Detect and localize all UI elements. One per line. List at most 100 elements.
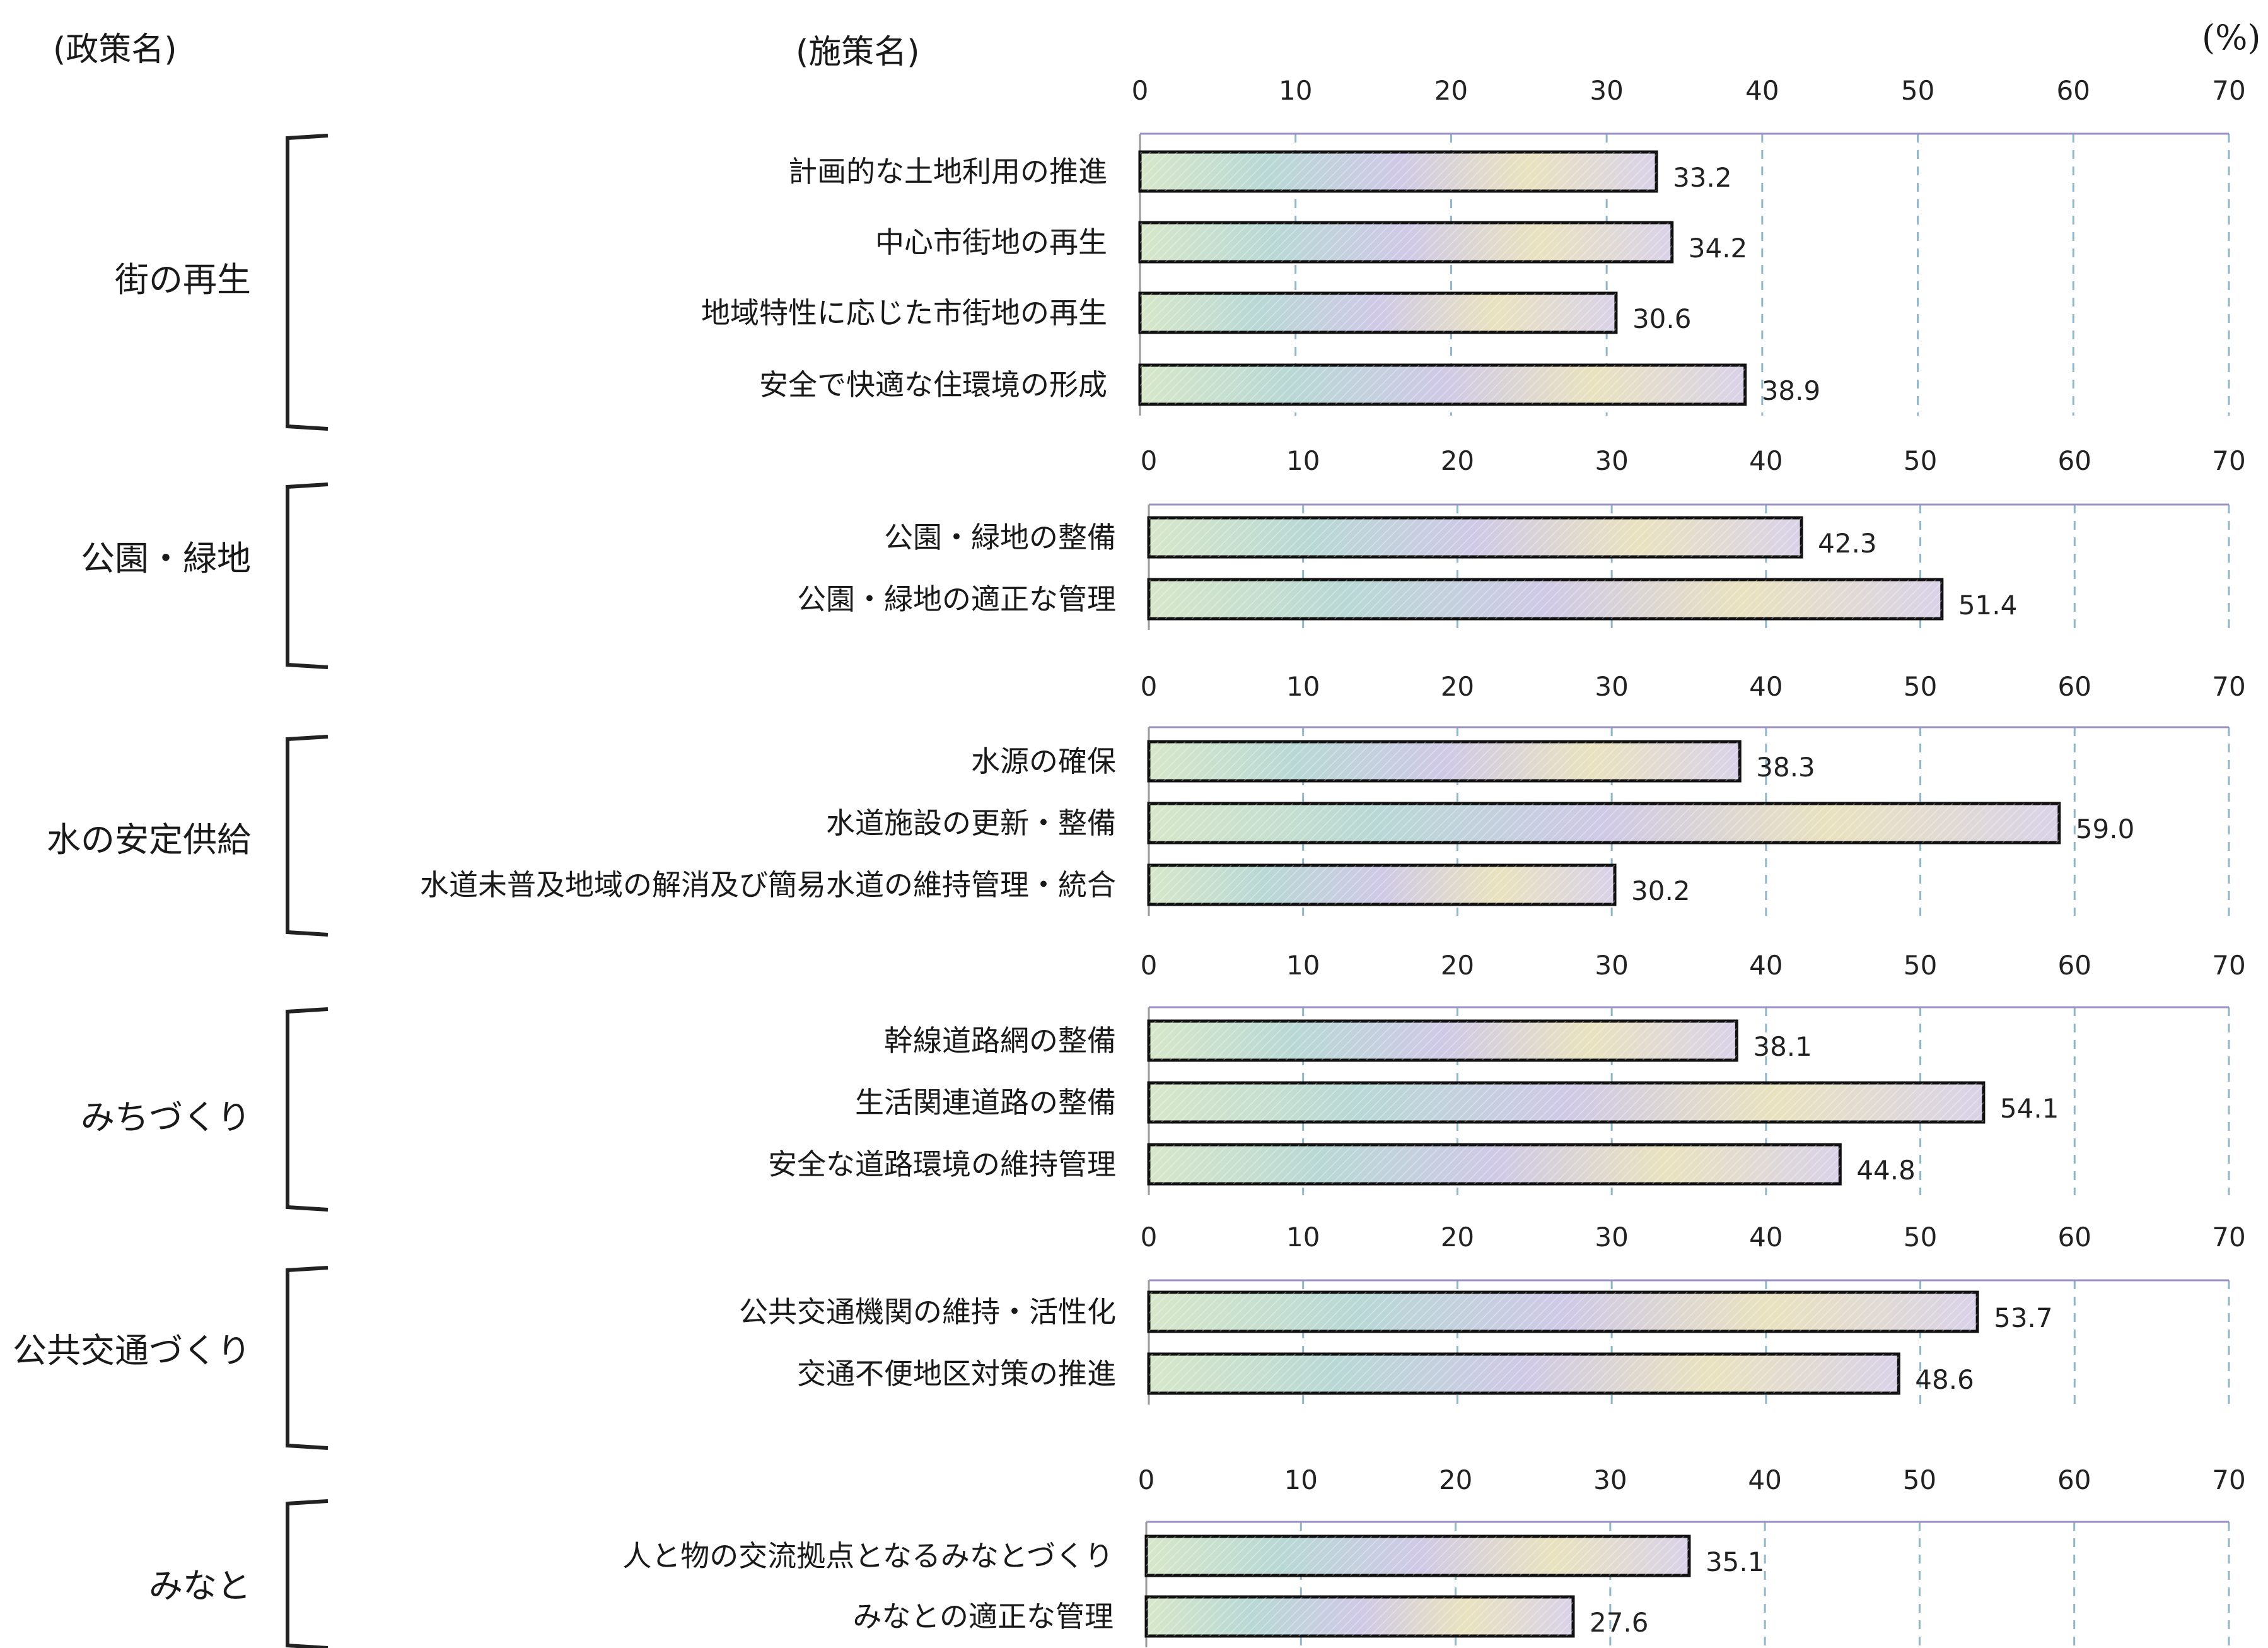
data-label: 42.3: [1818, 528, 1877, 559]
bar-hatch: [1149, 1145, 1841, 1184]
bar-hatch: [1149, 580, 1942, 619]
tick-label: 60: [2058, 950, 2091, 981]
tick-label: 30: [1590, 75, 1623, 106]
data-label: 48.6: [1915, 1364, 1974, 1395]
bar-hatch: [1149, 1292, 1978, 1331]
group-bracket: [286, 1007, 329, 1212]
tick-label: 40: [1749, 445, 1782, 476]
measure-label: 水道施設の更新・整備: [826, 806, 1116, 840]
bar-hatch: [1149, 1083, 1984, 1122]
tick-label: 10: [1286, 445, 1320, 476]
tick-label: 0: [1141, 950, 1158, 981]
bar-hatch: [1149, 1021, 1737, 1060]
tick-label: 40: [1749, 950, 1782, 981]
panel-0: 0 10 20 30 40 50 60 70 33.2 計画的な土地利用の推進 34.2 中心市街地の…: [115, 75, 2246, 431]
policy-label: 公共交通づくり: [13, 1331, 251, 1370]
tick-label: 0: [1141, 671, 1158, 702]
tick-label: 20: [1441, 445, 1474, 476]
data-label: 59.0: [2076, 814, 2135, 844]
measure-label: 幹線道路網の整備: [884, 1024, 1116, 1058]
panel-2: 0 10 20 30 40 50 60 70 38.3 水源の確保 59.0 水道施設の更新・整備 30…: [47, 671, 2246, 937]
tick-label: 10: [1284, 1464, 1318, 1495]
tick-label: 40: [1749, 671, 1782, 702]
tick-label: 20: [1439, 1464, 1472, 1495]
data-label: 38.9: [1762, 375, 1821, 406]
tick-label: 30: [1595, 671, 1628, 702]
measure-label: 安全な道路環境の維持管理: [768, 1147, 1116, 1181]
measure-label: 水源の確保: [971, 744, 1116, 778]
policy-label: みちづくり: [81, 1097, 251, 1137]
tick-label: 40: [1748, 1464, 1781, 1495]
tick-label: 30: [1595, 445, 1628, 476]
tick-label: 70: [2212, 671, 2245, 702]
tick-label: 30: [1595, 950, 1628, 981]
tick-label: 50: [1904, 445, 1937, 476]
bar-hatch: [1140, 152, 1657, 191]
bar-hatch: [1149, 742, 1740, 781]
group-bracket: [286, 482, 329, 669]
panel-4: 0 10 20 30 40 50 60 70 53.7 公共交通機関の維持・活性化 48.6 交通不便…: [13, 1222, 2246, 1450]
measure-label: 公園・緑地の適正な管理: [797, 582, 1116, 616]
tick-label: 0: [1141, 1222, 1158, 1253]
bar-hatch: [1146, 1597, 1573, 1636]
bar-hatch: [1146, 1536, 1689, 1575]
data-label: 54.1: [2000, 1093, 2059, 1124]
tick-label: 50: [1904, 671, 1937, 702]
measure-label: 安全で快適な住環境の形成: [759, 368, 1107, 402]
group-bracket: [286, 735, 329, 937]
measure-label: 人と物の交流拠点となるみなとづくり: [622, 1539, 1114, 1573]
unit-label: (%): [2202, 18, 2260, 57]
panel-1: 0 10 20 30 40 50 60 70 42.3 公園・緑地の整備 51.4 公園・緑地の適正な…: [81, 445, 2246, 669]
bar-hatch: [1149, 865, 1615, 904]
group-bracket: [286, 1499, 329, 1648]
bar-hatch: [1149, 1354, 1899, 1393]
data-label: 35.1: [1706, 1546, 1765, 1577]
tick-label: 50: [1901, 75, 1934, 106]
tick-label: 10: [1286, 950, 1320, 981]
data-label: 38.3: [1756, 752, 1815, 783]
policy-label: 水の安定供給: [47, 820, 251, 860]
chart-panels: 0 10 20 30 40 50 60 70 33.2 計画的な土地利用の推進 34.2 中心市街地の…: [13, 75, 2246, 1648]
tick-label: 20: [1441, 671, 1474, 702]
tick-label: 0: [1141, 445, 1158, 476]
tick-label: 30: [1593, 1464, 1627, 1495]
tick-label: 50: [1904, 950, 1937, 981]
tick-label: 70: [2212, 75, 2245, 106]
data-label: 30.2: [1631, 875, 1690, 906]
tick-label: 60: [2057, 75, 2090, 106]
tick-label: 20: [1434, 75, 1468, 106]
tick-label: 70: [2212, 1464, 2245, 1495]
tick-label: 10: [1286, 1222, 1320, 1253]
tick-label: 60: [2058, 671, 2091, 702]
measure-label: 中心市街地の再生: [875, 225, 1107, 259]
tick-label: 60: [2057, 1464, 2091, 1495]
data-label: 27.6: [1590, 1607, 1649, 1638]
measure-header: (施策名): [796, 33, 920, 71]
bar-hatch: [1149, 518, 1802, 557]
measure-label: 計画的な土地利用の推進: [788, 155, 1107, 189]
panel-5: 0 10 20 30 40 50 60 70 35.1 人と物の交流拠点となるみなとづくり 27.6…: [149, 1464, 2246, 1648]
tick-label: 70: [2212, 445, 2245, 476]
tick-label: 70: [2212, 950, 2245, 981]
measure-label: 生活関連道路の整備: [855, 1085, 1116, 1119]
measure-label: 公園・緑地の整備: [884, 520, 1116, 554]
bar-hatch: [1140, 223, 1672, 262]
tick-label: 0: [1132, 75, 1149, 106]
tick-label: 40: [1749, 1222, 1782, 1253]
tick-label: 60: [2058, 445, 2091, 476]
policy-header: (政策名): [53, 31, 177, 69]
bar-hatch: [1140, 365, 1745, 404]
policy-label: 街の再生: [115, 260, 251, 300]
data-label: 53.7: [1994, 1302, 2053, 1333]
panel-3: 0 10 20 30 40 50 60 70 38.1 幹線道路網の整備 54.1 生活関連道路の整備…: [81, 950, 2246, 1212]
tick-label: 70: [2212, 1222, 2245, 1253]
tick-label: 20: [1441, 950, 1474, 981]
bar-hatch: [1140, 293, 1616, 332]
policy-label: 公園・緑地: [81, 539, 251, 578]
tick-label: 30: [1595, 1222, 1628, 1253]
policy-label: みなと: [149, 1566, 251, 1606]
data-label: 38.1: [1753, 1031, 1812, 1062]
group-bracket: [286, 1266, 329, 1450]
tick-label: 50: [1903, 1464, 1936, 1495]
